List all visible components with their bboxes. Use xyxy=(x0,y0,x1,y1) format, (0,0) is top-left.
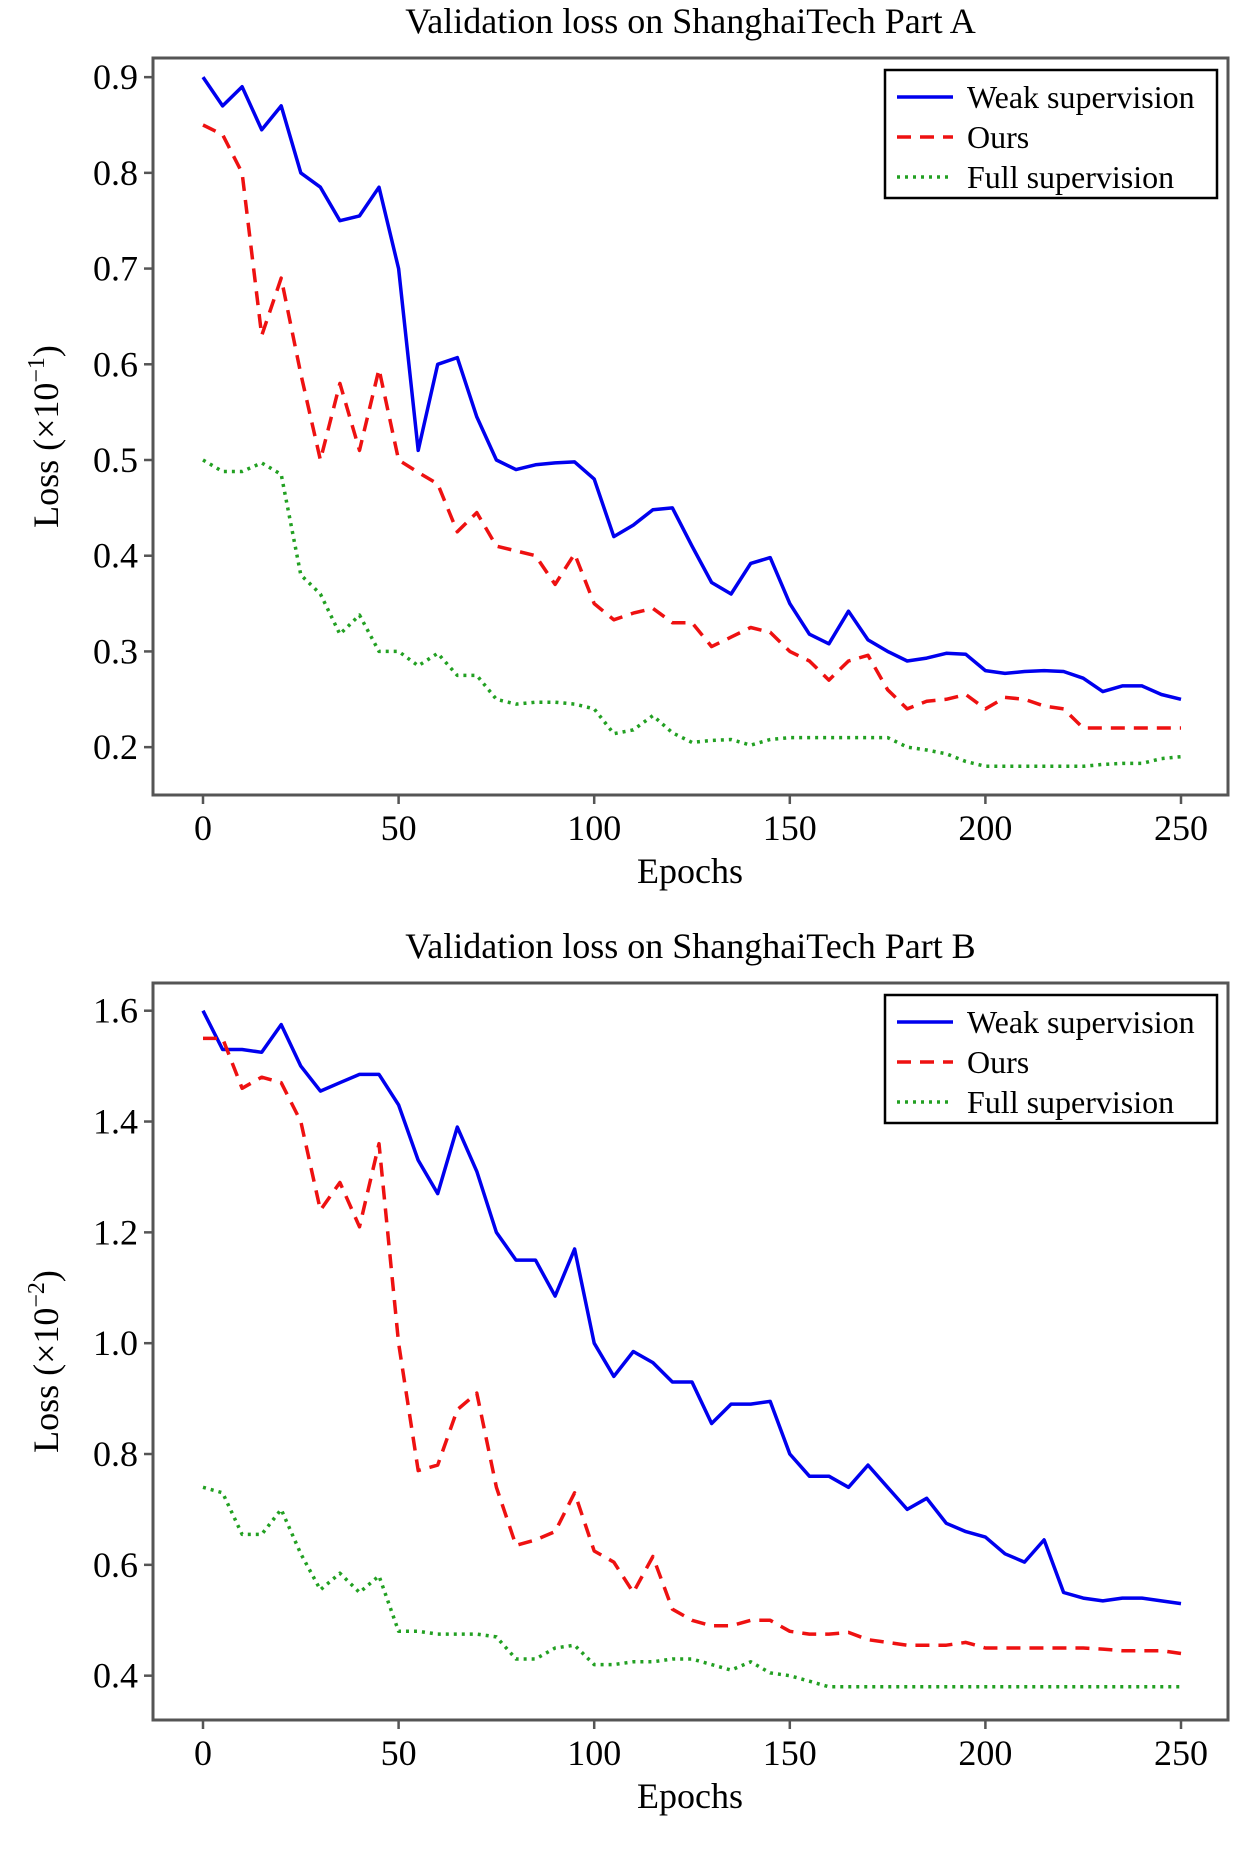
x-tick-label: 150 xyxy=(763,808,817,848)
x-tick-label: 100 xyxy=(567,1733,621,1773)
y-tick-label: 0.9 xyxy=(93,57,138,97)
legend-box xyxy=(883,68,1219,200)
y-tick-label: 0.5 xyxy=(93,440,138,480)
y-tick-label: 0.2 xyxy=(93,727,138,767)
legend-label: Weak supervision xyxy=(967,79,1195,115)
chart-part-b: Validation loss on ShanghaiTech Part B 0.… xyxy=(0,925,1260,1845)
x-tick-label: 250 xyxy=(1154,808,1208,848)
y-tick-label: 0.8 xyxy=(93,1434,138,1474)
y-tick-label: 1.4 xyxy=(93,1102,138,1142)
y-tick-label: 0.8 xyxy=(93,153,138,193)
series-line-ours xyxy=(203,1036,1182,1656)
legend-box xyxy=(883,993,1219,1125)
chart-svg-1: Validation loss on ShanghaiTech Part B 0.… xyxy=(24,926,1230,1816)
chart-svg-0: Validation loss on ShanghaiTech Part A 0.… xyxy=(24,1,1230,891)
plot-frame xyxy=(151,981,1230,1722)
series-line-ours xyxy=(202,123,1181,730)
legend-label: Ours xyxy=(967,1044,1029,1080)
y-tick-label: 1.2 xyxy=(93,1212,138,1252)
x-tick-label: 0 xyxy=(194,808,212,848)
x-tick-label: 50 xyxy=(381,1733,417,1773)
legend: Weak supervision Ours Full supervision xyxy=(883,68,1219,200)
x-axis-label: Epochs xyxy=(637,851,743,891)
chart-title: Validation loss on ShanghaiTech Part B xyxy=(405,926,975,966)
y-tick-label: 0.4 xyxy=(93,1656,138,1696)
x-tick-label: 250 xyxy=(1154,1733,1208,1773)
series-line-weak-supervision xyxy=(201,76,1182,701)
x-tick-label: 50 xyxy=(381,808,417,848)
x-tick-label: 200 xyxy=(958,808,1012,848)
x-tick-label: 0 xyxy=(194,1733,212,1773)
legend-label: Ours xyxy=(967,119,1029,155)
series-line-full-supervision xyxy=(202,1485,1181,1689)
x-tick-label: 100 xyxy=(567,808,621,848)
x-tick-label: 200 xyxy=(958,1733,1012,1773)
chart-title: Validation loss on ShanghaiTech Part A xyxy=(405,1,975,41)
series-line-full-supervision xyxy=(202,458,1182,769)
y-tick-label: 1.0 xyxy=(93,1323,138,1363)
y-tick-label: 0.3 xyxy=(93,631,138,671)
y-tick-label: 1.6 xyxy=(93,991,138,1031)
legend-label: Full supervision xyxy=(967,159,1174,195)
series-line-weak-supervision xyxy=(201,1009,1182,1606)
y-tick-label: 0.6 xyxy=(93,1545,138,1585)
x-tick-label: 150 xyxy=(763,1733,817,1773)
legend-label: Weak supervision xyxy=(967,1004,1195,1040)
y-axis-label: Loss (×10−1) xyxy=(24,345,66,528)
y-tick-label: 0.7 xyxy=(93,249,138,289)
y-tick-label: 0.4 xyxy=(93,536,138,576)
x-axis-label: Epochs xyxy=(637,1776,743,1816)
y-tick-label: 0.6 xyxy=(93,344,138,384)
legend: Weak supervision Ours Full supervision xyxy=(883,993,1219,1125)
y-axis-label: Loss (×10−2) xyxy=(24,1270,66,1453)
chart-part-a: Validation loss on ShanghaiTech Part A 0.… xyxy=(0,0,1260,920)
plot-frame xyxy=(151,56,1230,797)
legend-label: Full supervision xyxy=(967,1084,1174,1120)
